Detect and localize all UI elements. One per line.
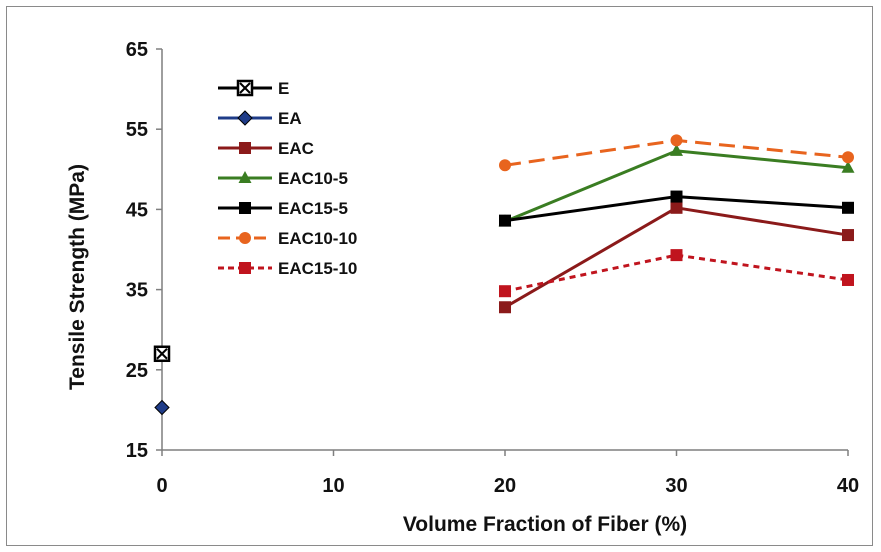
series-eac <box>499 201 854 314</box>
series-eac15-5 <box>499 190 854 227</box>
data-point <box>842 201 854 214</box>
legend-item: EAC10-5 <box>218 169 348 188</box>
data-point <box>841 160 855 173</box>
legend-label: EAC15-5 <box>278 199 348 218</box>
legend-item: EAC10-10 <box>218 229 357 248</box>
legend-label: EAC15-10 <box>278 259 357 278</box>
series-eac15-10 <box>499 249 854 298</box>
legend-marker <box>239 142 251 154</box>
y-axis-title: Tensile Strength (MPa) <box>66 164 89 390</box>
data-point <box>499 285 511 298</box>
data-point <box>499 214 511 227</box>
series-layer <box>153 134 855 416</box>
chart-frame <box>6 6 873 546</box>
y-tick-label: 45 <box>126 199 148 221</box>
data-point <box>670 134 683 147</box>
series-eac10-10 <box>499 134 854 172</box>
legend-marker <box>238 171 252 183</box>
legend-item: EA <box>218 109 302 128</box>
x-tick-label: 0 <box>156 475 167 497</box>
data-point <box>499 301 511 314</box>
y-tick-label: 25 <box>126 360 148 382</box>
data-point <box>670 201 683 214</box>
legend-label: EAC10-10 <box>278 229 357 248</box>
legend-label: EAC <box>278 139 314 158</box>
x-tick-label: 10 <box>322 475 344 497</box>
data-point <box>499 159 511 172</box>
data-point <box>842 151 854 164</box>
legend-label: E <box>278 79 289 98</box>
y-tick-label: 15 <box>126 440 148 462</box>
x-tick-labels: 0 10 20 30 40 <box>156 475 859 497</box>
data-point <box>670 190 683 203</box>
legend-item: EAC15-5 <box>218 199 348 218</box>
x-tick-label: 20 <box>494 475 516 497</box>
data-point <box>153 345 171 363</box>
legend-marker <box>239 202 251 214</box>
x-tick-label: 40 <box>837 475 859 497</box>
y-tick-label: 55 <box>126 119 148 141</box>
chart-axes <box>156 48 849 456</box>
data-point <box>842 229 854 242</box>
legend-item: E <box>218 79 289 98</box>
y-tick-labels: 15 25 35 45 55 65 <box>126 39 148 462</box>
legend-marker <box>237 110 253 126</box>
legend-marker <box>236 79 254 97</box>
legend-label: EA <box>278 109 302 128</box>
y-tick-label: 35 <box>126 280 148 302</box>
legend: E EA EAC EAC10-5 EAC15-5 EAC10-10 EAC15-10 <box>218 79 357 278</box>
legend-item: EAC15-10 <box>218 259 357 278</box>
y-tick-label: 65 <box>126 39 148 61</box>
legend-marker <box>239 232 251 244</box>
x-axis-title: Volume Fraction of Fiber (%) <box>403 513 687 536</box>
legend-marker <box>239 262 251 274</box>
data-point <box>670 143 683 156</box>
data-point <box>670 249 683 262</box>
series-ea <box>154 399 170 416</box>
series-line <box>504 253 849 293</box>
legend-label: EAC10-5 <box>278 169 348 188</box>
legend-item: EAC <box>218 139 314 158</box>
data-point <box>842 273 854 286</box>
series-e <box>153 345 171 363</box>
x-tick-label: 30 <box>665 475 687 497</box>
data-point <box>154 399 170 416</box>
